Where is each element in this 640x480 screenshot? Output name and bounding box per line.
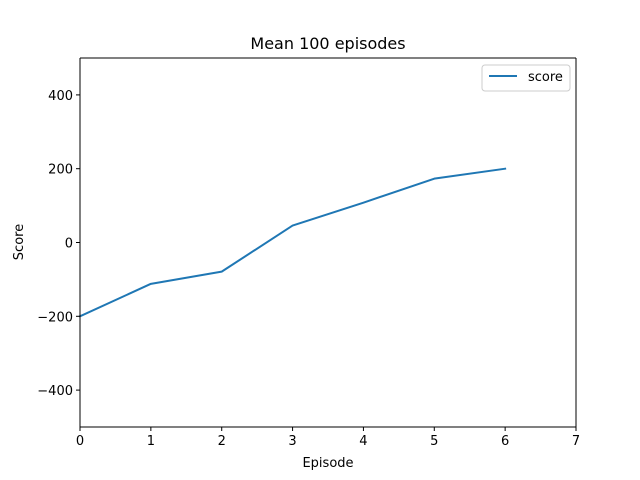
- y-axis-title: Score: [12, 224, 27, 260]
- x-axis-title: Episode: [302, 456, 353, 471]
- x-tick-label: 3: [288, 434, 296, 449]
- plot-area: [80, 58, 576, 427]
- series-line-score: [78, 167, 507, 318]
- x-tick-label: 2: [218, 434, 226, 449]
- y-tick-label: 200: [48, 163, 73, 178]
- x-tick-label: 6: [501, 434, 509, 449]
- axes-frame: [79, 57, 577, 428]
- x-tick-label: 4: [359, 434, 367, 449]
- legend: score: [481, 64, 571, 92]
- y-tick-label: 400: [48, 89, 73, 104]
- x-tick-label: 1: [147, 434, 155, 449]
- y-tick-label: −200: [37, 310, 73, 325]
- y-tick-label: −400: [37, 384, 73, 399]
- legend-box: [481, 64, 571, 92]
- x-tick-label: 0: [76, 434, 84, 449]
- legend-label-score: score: [528, 70, 563, 85]
- x-axis-ticks: 0 1 2 3 4 5 6 7: [76, 427, 580, 449]
- y-tick-label: 0: [65, 237, 73, 252]
- x-tick-label: 5: [430, 434, 438, 449]
- chart-title: Mean 100 episodes: [250, 34, 405, 53]
- series-layer: [78, 167, 507, 318]
- x-tick-label: 7: [572, 434, 580, 449]
- y-axis-ticks: −400 −200 0 200 400: [37, 89, 80, 399]
